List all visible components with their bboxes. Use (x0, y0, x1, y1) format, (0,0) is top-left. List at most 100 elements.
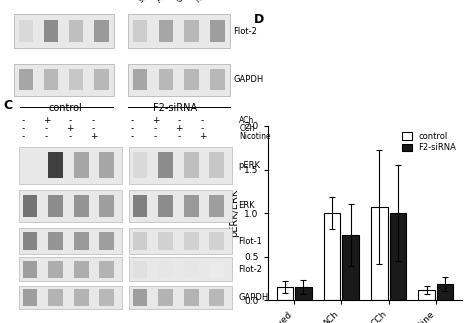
Text: pERK: pERK (238, 161, 260, 170)
Bar (74, 289, 89, 306)
Text: starved: starved (137, 0, 163, 5)
Text: ACh: ACh (239, 116, 255, 125)
Bar (371, 207, 388, 300)
Bar (74, 261, 89, 277)
Text: Nicotine: Nicotine (193, 0, 222, 5)
Bar (210, 152, 224, 178)
Text: Flot-1: Flot-1 (238, 236, 262, 245)
Text: -: - (45, 124, 48, 133)
Bar (210, 289, 224, 306)
Text: -: - (21, 116, 25, 125)
Text: -: - (201, 124, 204, 133)
Text: -: - (92, 116, 95, 125)
Text: ACh: ACh (155, 0, 173, 5)
Bar (133, 152, 147, 178)
Bar (133, 20, 147, 42)
Bar (74, 232, 89, 250)
Text: -: - (69, 132, 72, 141)
Bar (129, 257, 232, 281)
Text: -: - (45, 132, 48, 141)
Text: -: - (154, 132, 157, 141)
Bar (19, 286, 121, 309)
Bar (184, 69, 199, 90)
Bar (129, 228, 232, 254)
Text: -: - (21, 132, 25, 141)
Text: F2-siRNA: F2-siRNA (153, 103, 197, 112)
Bar (19, 20, 33, 42)
Bar (133, 261, 147, 277)
Bar (184, 194, 199, 217)
Bar (19, 147, 121, 184)
Bar (324, 213, 340, 300)
Bar (342, 235, 359, 300)
Bar (184, 20, 199, 42)
Text: -: - (177, 116, 181, 125)
Bar (100, 261, 114, 277)
Text: +: + (90, 132, 98, 141)
Bar (48, 232, 63, 250)
Text: -: - (21, 124, 25, 133)
Text: -: - (154, 124, 157, 133)
Bar (19, 228, 121, 254)
Text: CCh: CCh (174, 0, 191, 5)
Text: CCh: CCh (239, 124, 255, 133)
Bar (158, 261, 173, 277)
Bar (100, 194, 114, 217)
Bar (19, 69, 33, 90)
Bar (129, 286, 232, 309)
Bar (210, 69, 225, 90)
Bar (133, 232, 147, 250)
Bar (210, 232, 224, 250)
Bar (23, 232, 37, 250)
Text: control: control (48, 103, 82, 112)
Text: ERK: ERK (238, 202, 255, 211)
Bar (390, 213, 406, 300)
Bar (210, 20, 225, 42)
Bar (159, 20, 173, 42)
Bar (48, 152, 63, 178)
Bar (48, 261, 63, 277)
Bar (19, 257, 121, 281)
Bar (129, 190, 232, 222)
Bar (74, 194, 89, 217)
Bar (94, 20, 109, 42)
Text: +: + (175, 124, 182, 133)
Bar (100, 232, 114, 250)
Text: Nicotine: Nicotine (239, 132, 271, 141)
Bar (184, 152, 199, 178)
Text: -: - (130, 132, 134, 141)
Bar (23, 261, 37, 277)
Text: -: - (130, 124, 134, 133)
Bar (419, 290, 435, 300)
Bar (158, 152, 173, 178)
Bar (100, 152, 114, 178)
Bar (48, 194, 63, 217)
Text: +: + (199, 132, 206, 141)
Y-axis label: pERK/ERK: pERK/ERK (229, 189, 239, 237)
Bar (23, 194, 37, 217)
Bar (74, 152, 89, 178)
Bar (19, 190, 121, 222)
Bar (94, 69, 109, 90)
Bar (69, 20, 83, 42)
Text: +: + (66, 124, 74, 133)
Bar (129, 147, 232, 184)
Text: -: - (130, 116, 134, 125)
Bar (44, 20, 58, 42)
Bar (100, 289, 114, 306)
Bar (14, 14, 114, 48)
Bar (133, 69, 147, 90)
Bar (437, 284, 453, 300)
Bar (23, 289, 37, 306)
Legend: control, F2-siRNA: control, F2-siRNA (400, 130, 458, 154)
Bar (159, 69, 173, 90)
Bar (295, 287, 311, 300)
Bar (128, 14, 230, 48)
Bar (44, 69, 58, 90)
Bar (158, 232, 173, 250)
Text: GAPDH: GAPDH (238, 293, 268, 302)
Text: GAPDH: GAPDH (233, 75, 264, 84)
Bar (184, 232, 199, 250)
Bar (133, 289, 147, 306)
Bar (69, 69, 83, 90)
